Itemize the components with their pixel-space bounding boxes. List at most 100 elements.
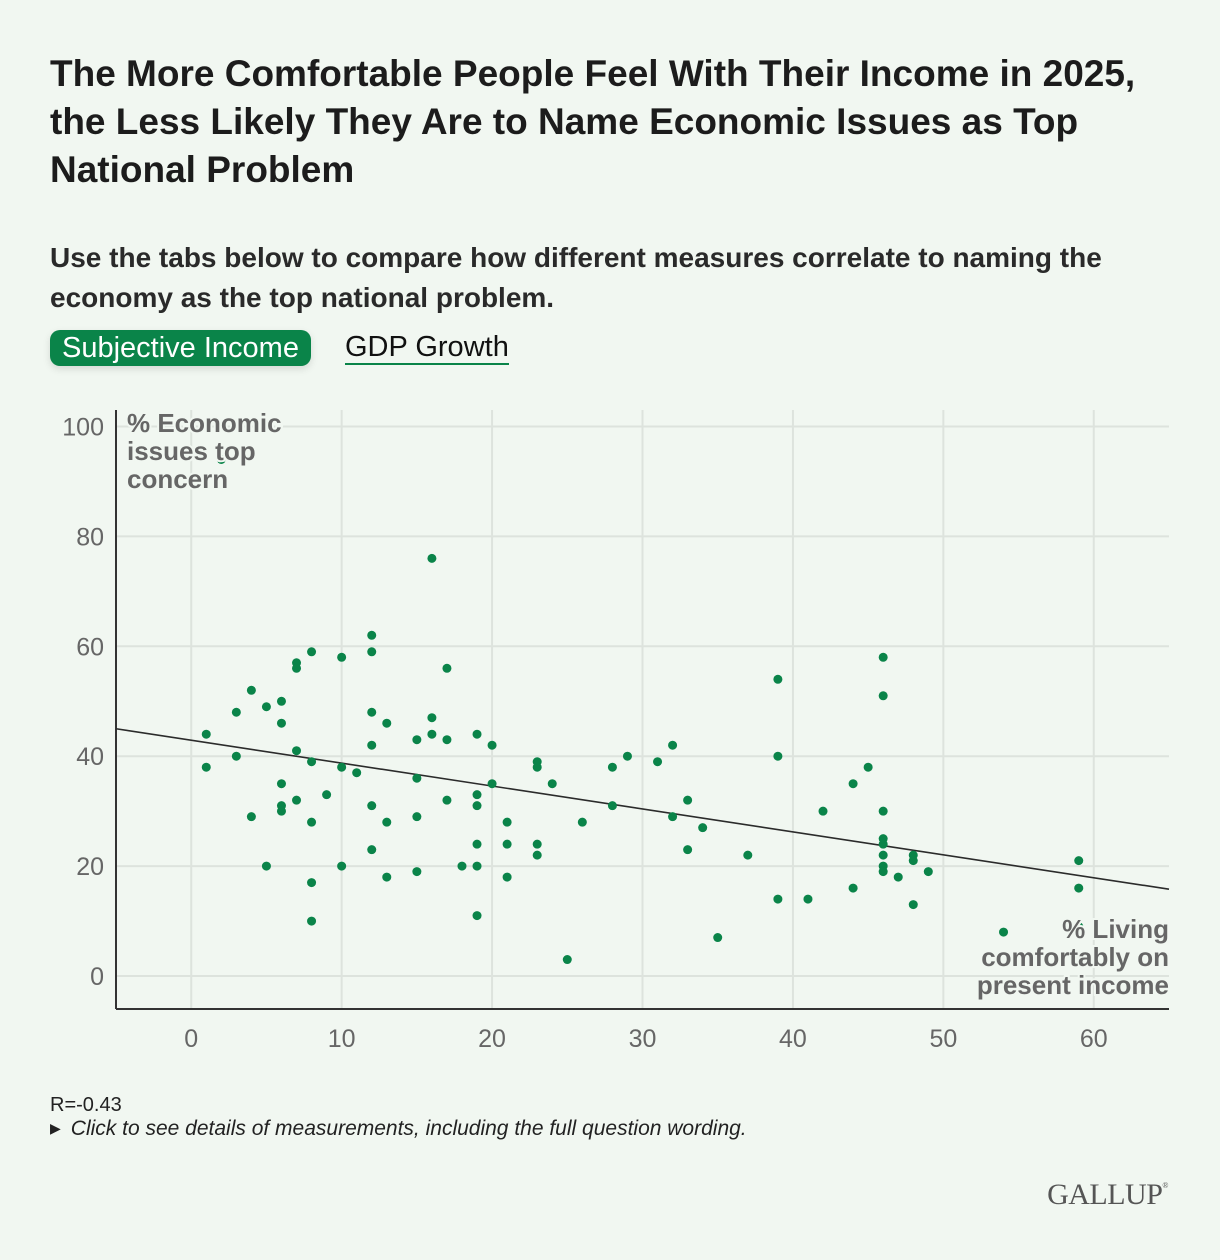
data-point [276, 696, 286, 706]
data-point [607, 762, 617, 772]
data-point [367, 707, 377, 717]
data-point [231, 751, 241, 761]
data-point [1074, 883, 1084, 893]
data-point [442, 663, 452, 673]
trend-line [115, 727, 1170, 890]
y-axis-label: issues top [127, 436, 256, 466]
data-point [337, 762, 347, 772]
logo-mark: ® [1162, 1181, 1168, 1190]
data-point [261, 861, 271, 871]
triangle-right-icon: ▶ [50, 1120, 61, 1136]
data-point [818, 806, 828, 816]
data-point [653, 757, 663, 767]
data-point [427, 729, 437, 739]
data-point [307, 647, 317, 657]
scatter-chart: 0 10 20 30 40 50 60 0 20 40 60 80 100 % Economicissu… [62, 406, 1171, 1053]
data-point [382, 872, 392, 882]
data-point [427, 553, 437, 563]
tab-gdp-growth[interactable]: GDP Growth [344, 331, 509, 365]
data-point [382, 817, 392, 827]
data-point [532, 839, 542, 849]
data-point [878, 652, 888, 662]
data-point [231, 707, 241, 717]
data-point [668, 812, 678, 822]
details-link-text: Click to see details of measurements, in… [70, 1117, 747, 1140]
y-tick-label: 40 [76, 743, 104, 771]
data-point [878, 867, 888, 877]
data-point [668, 740, 678, 750]
data-point [276, 779, 286, 789]
data-point [923, 867, 933, 877]
data-point [848, 779, 858, 789]
x-tick-label: 10 [328, 1025, 356, 1053]
data-point [908, 856, 918, 866]
x-axis-label: comfortably on [981, 942, 1169, 972]
data-point [201, 729, 211, 739]
data-point [367, 630, 377, 640]
chart-subtitle: Use the tabs below to compare how differ… [50, 242, 1102, 313]
data-point [878, 850, 888, 860]
data-point [216, 454, 226, 464]
data-points [201, 454, 1084, 965]
data-point [532, 762, 542, 772]
data-point [367, 801, 377, 811]
data-point [878, 806, 888, 816]
data-point [307, 817, 317, 827]
data-point [803, 894, 813, 904]
data-point [246, 812, 256, 822]
data-point [472, 729, 482, 739]
data-point [352, 768, 362, 778]
data-point [307, 878, 317, 888]
data-point [1074, 856, 1084, 866]
x-axis-label: present income [977, 970, 1169, 1000]
data-point [893, 872, 903, 882]
data-point [427, 713, 437, 723]
data-point [412, 773, 422, 783]
chart-title: The More Comfortable People Feel With Th… [50, 53, 1136, 190]
data-point [562, 955, 572, 965]
x-axis-label: % Living [1062, 914, 1169, 944]
data-point [322, 790, 332, 800]
data-point [863, 762, 873, 772]
data-point [683, 795, 693, 805]
data-point [683, 845, 693, 855]
data-point [502, 839, 512, 849]
tab-subjective-income[interactable]: Subjective Income [50, 330, 311, 366]
data-point [201, 762, 211, 772]
data-point [412, 867, 422, 877]
details-disclosure[interactable]: ▶ Click to see details of measurements, i… [50, 1117, 747, 1141]
data-point [532, 850, 542, 860]
data-point [878, 691, 888, 701]
data-point [457, 861, 467, 871]
data-point [307, 757, 317, 767]
y-axis-label: % Economic [127, 408, 282, 438]
data-point [502, 872, 512, 882]
data-point [292, 663, 302, 673]
data-point [713, 933, 723, 943]
data-point [878, 839, 888, 849]
data-point [773, 894, 783, 904]
gallup-logo: GALLUP® [1047, 1178, 1168, 1212]
grid-lines [116, 410, 1169, 1009]
data-point [367, 740, 377, 750]
data-point [261, 702, 271, 712]
y-tick-label: 20 [76, 853, 104, 881]
data-point [908, 900, 918, 910]
tick-labels: 0 10 20 30 40 50 60 0 20 40 60 80 100 [62, 413, 1107, 1053]
data-point [698, 823, 708, 833]
data-point [743, 850, 753, 860]
data-point [472, 790, 482, 800]
data-point [848, 883, 858, 893]
data-point [472, 839, 482, 849]
x-tick-label: 60 [1080, 1025, 1108, 1053]
data-point [999, 927, 1009, 937]
correlation-value: R=-0.43 [50, 1094, 122, 1116]
axes [115, 410, 1169, 1010]
data-point [472, 861, 482, 871]
x-tick-label: 0 [184, 1025, 198, 1053]
data-point [276, 718, 286, 728]
x-tick-label: 30 [629, 1025, 657, 1053]
data-point [1074, 922, 1084, 932]
y-tick-label: 60 [76, 633, 104, 661]
